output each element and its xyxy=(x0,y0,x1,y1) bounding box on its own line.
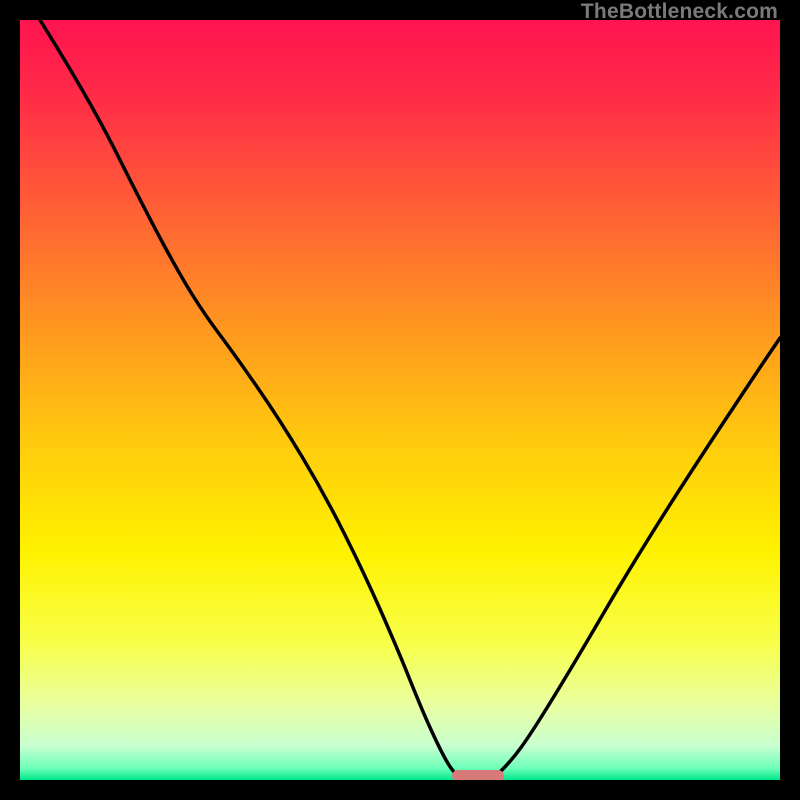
chart-frame: TheBottleneck.com xyxy=(0,0,800,800)
minimum-marker xyxy=(452,770,504,780)
bottleneck-curve xyxy=(20,20,780,780)
watermark-text: TheBottleneck.com xyxy=(581,0,778,24)
plot-area xyxy=(20,20,780,780)
